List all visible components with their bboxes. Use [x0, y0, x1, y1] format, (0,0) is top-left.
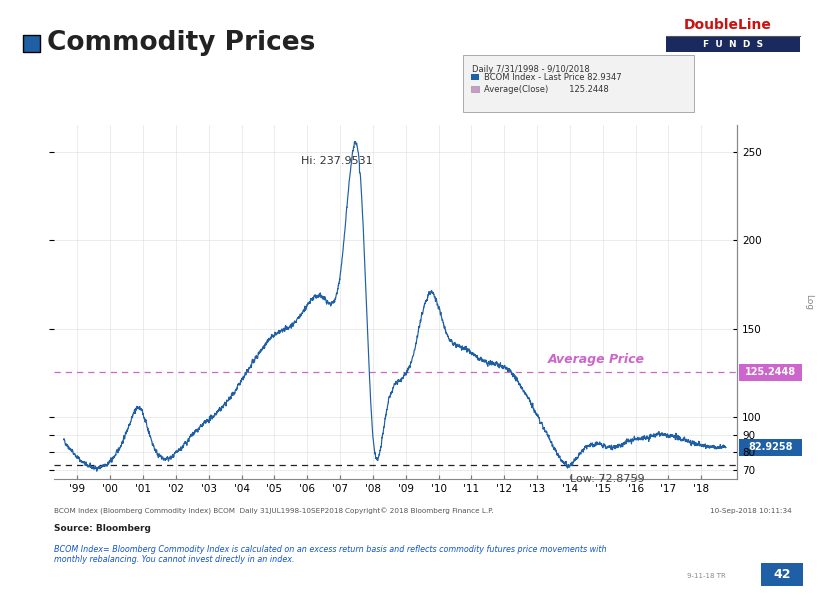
- Text: Log: Log: [804, 294, 813, 310]
- Text: 42: 42: [773, 568, 790, 581]
- Text: Low: 72.8759: Low: 72.8759: [571, 474, 645, 484]
- FancyBboxPatch shape: [463, 55, 694, 112]
- Text: BCOM Index= Bloomberg Commodity Index is calculated on an excess return basis an: BCOM Index= Bloomberg Commodity Index is…: [54, 545, 607, 564]
- Text: Hi: 237.9531: Hi: 237.9531: [302, 156, 373, 166]
- Text: Copyright© 2018 Bloomberg Finance L.P.: Copyright© 2018 Bloomberg Finance L.P.: [344, 507, 494, 514]
- Text: Daily 7/31/1998 - 9/10/2018: Daily 7/31/1998 - 9/10/2018: [472, 65, 590, 74]
- FancyBboxPatch shape: [761, 563, 803, 586]
- Text: F  U  N  D  S: F U N D S: [703, 40, 763, 49]
- FancyBboxPatch shape: [739, 439, 802, 456]
- Text: Average Price: Average Price: [548, 353, 644, 367]
- Text: DoubleLine: DoubleLine: [684, 18, 771, 32]
- Text: 125.2448: 125.2448: [745, 367, 796, 377]
- FancyBboxPatch shape: [666, 37, 800, 52]
- FancyBboxPatch shape: [23, 35, 40, 52]
- FancyBboxPatch shape: [471, 74, 479, 80]
- Text: Source: Bloomberg: Source: Bloomberg: [54, 524, 152, 533]
- Text: Commodity Prices: Commodity Prices: [47, 30, 315, 56]
- Text: Average(Close)        125.2448: Average(Close) 125.2448: [484, 84, 608, 94]
- Text: 10-Sep-2018 10:11:34: 10-Sep-2018 10:11:34: [710, 508, 792, 514]
- Text: BCOM Index - Last Price 82.9347: BCOM Index - Last Price 82.9347: [484, 73, 621, 82]
- Text: 9-11-18 TR: 9-11-18 TR: [687, 574, 726, 580]
- Text: 82.9258: 82.9258: [748, 442, 793, 452]
- FancyBboxPatch shape: [471, 86, 479, 92]
- Text: BCOM Index (Bloomberg Commodity Index) BCOM  Daily 31JUL1998-10SEP2018: BCOM Index (Bloomberg Commodity Index) B…: [54, 508, 344, 515]
- FancyBboxPatch shape: [739, 364, 802, 381]
